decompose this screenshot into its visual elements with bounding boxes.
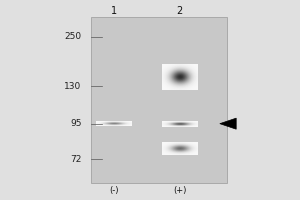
- Text: 1: 1: [111, 6, 117, 16]
- Text: (-): (-): [110, 186, 119, 195]
- Text: 250: 250: [64, 32, 82, 41]
- Polygon shape: [220, 118, 236, 129]
- Text: (+): (+): [173, 186, 186, 195]
- Bar: [91, 17, 227, 183]
- Text: 130: 130: [64, 82, 82, 91]
- Text: 72: 72: [70, 155, 82, 164]
- Text: 95: 95: [70, 119, 82, 128]
- Text: 2: 2: [177, 6, 183, 16]
